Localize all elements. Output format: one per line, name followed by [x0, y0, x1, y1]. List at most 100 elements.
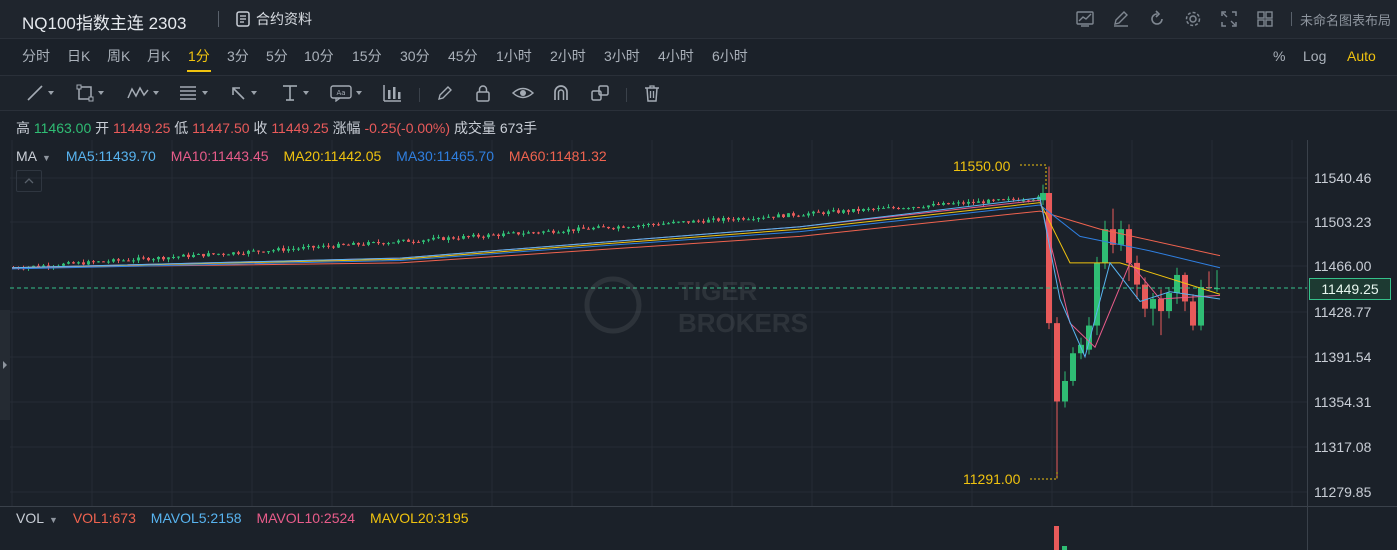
candle-body — [147, 257, 150, 261]
candle-body — [317, 246, 320, 248]
delete-tool[interactable] — [643, 83, 661, 103]
candle-body — [607, 226, 610, 229]
period-tab[interactable]: 45分 — [448, 48, 478, 64]
candle-body — [892, 207, 895, 209]
period-tab[interactable]: 月K — [147, 48, 171, 64]
arrow-tool[interactable] — [229, 83, 257, 103]
vol-indicator-label[interactable]: VOL — [16, 510, 45, 526]
auto-scale-toggle[interactable]: Auto — [1347, 48, 1376, 64]
candle-body — [332, 246, 335, 248]
price-axis-label: 11317.08 — [1314, 439, 1372, 455]
candle-body — [1012, 198, 1015, 200]
candle-body — [787, 213, 790, 218]
collapse-legend-button[interactable] — [16, 170, 42, 192]
candle-body — [217, 253, 220, 255]
rectangle-tool[interactable] — [76, 83, 104, 103]
candle-body — [322, 245, 325, 247]
contract-info-button[interactable]: 合约资料 — [236, 9, 312, 29]
candle-body — [137, 257, 140, 261]
candle-body — [417, 241, 420, 243]
period-tab[interactable]: 30分 — [400, 48, 430, 64]
period-tab[interactable]: 日K — [67, 48, 91, 64]
fibonacci-tool[interactable] — [178, 83, 208, 103]
grid-icon[interactable] — [1253, 7, 1277, 31]
candle-body — [587, 228, 590, 230]
period-tab[interactable]: 分时 — [22, 48, 50, 64]
period-tab[interactable]: 周K — [107, 48, 131, 64]
low-annotation-line — [1030, 470, 1058, 480]
refresh-icon[interactable] — [1145, 7, 1169, 31]
ma-indicator-label[interactable]: MA — [16, 148, 37, 164]
candle-body — [132, 260, 135, 262]
candle-body — [657, 224, 660, 226]
ma20-value: MA20:11442.05 — [283, 148, 382, 164]
candle-body — [522, 233, 525, 235]
candle-body — [42, 265, 45, 267]
candle-body — [897, 208, 900, 210]
period-tab[interactable]: 15分 — [352, 48, 382, 64]
candle-body — [867, 208, 870, 210]
candle-body — [877, 208, 880, 210]
candle-body — [492, 234, 495, 236]
candle-body — [737, 218, 740, 220]
candle-body — [932, 203, 935, 206]
magnet-tool[interactable] — [552, 83, 570, 103]
edit-icon[interactable] — [1109, 7, 1133, 31]
range-tool[interactable] — [281, 83, 309, 103]
candle-body — [602, 226, 605, 228]
candle-body — [907, 208, 910, 210]
pattern-tool[interactable] — [127, 83, 159, 103]
measure-tool[interactable] — [382, 83, 402, 103]
candle-body — [1032, 199, 1035, 201]
period-tab[interactable]: 4小时 — [658, 48, 694, 64]
period-tab[interactable]: 3分 — [227, 48, 249, 64]
candle-body — [982, 201, 985, 204]
candle-body — [97, 261, 100, 263]
candle-body — [467, 236, 470, 238]
svg-text:Aa: Aa — [336, 89, 345, 97]
ma-dropdown-icon[interactable]: ▼ — [42, 153, 51, 163]
chart-icon[interactable] — [1073, 7, 1097, 31]
period-tab[interactable]: 10分 — [304, 48, 334, 64]
gear-icon[interactable] — [1181, 7, 1205, 31]
visibility-tool[interactable] — [512, 83, 534, 103]
candle-body — [437, 237, 440, 239]
candle-body — [212, 253, 215, 255]
candle-body — [92, 261, 95, 263]
candle-body — [792, 213, 795, 216]
candle-body — [1166, 293, 1172, 312]
period-tab[interactable]: 5分 — [266, 48, 288, 64]
period-tab-active[interactable]: 1分 — [188, 48, 210, 64]
log-scale-toggle[interactable]: Log — [1303, 48, 1327, 64]
watermark-line2: BROKERS — [678, 308, 808, 338]
period-tab[interactable]: 6小时 — [712, 48, 748, 64]
candle-body — [1182, 274, 1188, 302]
fullscreen-icon[interactable] — [1217, 7, 1241, 31]
layout-name[interactable]: 未命名图表布局 — [1299, 12, 1391, 28]
candle-body — [387, 243, 390, 245]
candle-body — [457, 238, 460, 240]
sidebar-expand-handle[interactable] — [0, 310, 10, 420]
pencil-tool[interactable] — [436, 83, 454, 103]
high-value: 11463.00 — [33, 120, 92, 136]
high-label: 高 — [16, 120, 30, 136]
candle-body — [937, 203, 940, 205]
price-axis-divider — [1307, 140, 1308, 550]
volume-legend: VOL ▼ VOL1:673 MAVOL5:2158 MAVOL10:2524 M… — [16, 510, 480, 526]
tiger-brokers-watermark: TIGER BROKERS — [584, 276, 808, 338]
candle-body — [782, 214, 785, 218]
candle-body — [767, 216, 770, 218]
percent-scale-toggle[interactable]: % — [1273, 48, 1286, 64]
lock-tool[interactable] — [474, 83, 492, 103]
trend-line-tool[interactable] — [26, 83, 54, 103]
candle-body — [272, 250, 275, 252]
period-tab[interactable]: 2小时 — [550, 48, 586, 64]
mavol20-value: MAVOL20:3195 — [369, 510, 469, 526]
annotation-tool[interactable]: Aa — [330, 83, 362, 103]
candlestick-chart[interactable] — [0, 140, 1397, 506]
period-tab[interactable]: 1小时 — [496, 48, 532, 64]
period-tab[interactable]: 3小时 — [604, 48, 640, 64]
candle-body — [432, 237, 435, 240]
vol-dropdown-icon[interactable]: ▼ — [49, 515, 58, 525]
layers-tool[interactable] — [590, 83, 610, 103]
